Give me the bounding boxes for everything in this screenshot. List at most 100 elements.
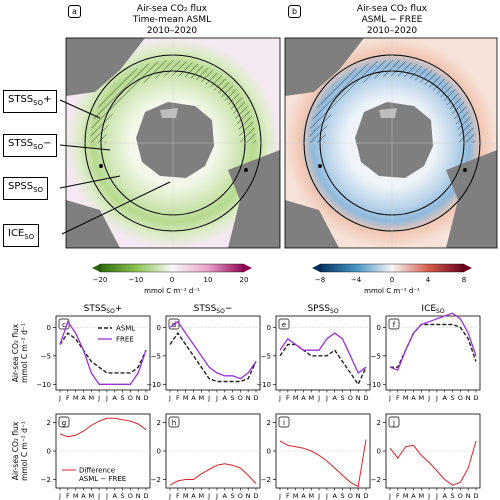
panel-title-sub: SO (216, 308, 225, 315)
panel-title: STSSSO− (194, 304, 233, 315)
map-b (285, 38, 497, 248)
row-ylabel: Air-sea CO₂ flux (11, 421, 20, 480)
y-tick-label: −2 (151, 476, 161, 484)
x-tick-label: O (348, 492, 353, 500)
x-tick-label: A (301, 492, 306, 500)
map-b-ice-shelf (379, 108, 397, 118)
x-tick-label: N (246, 492, 251, 500)
x-tick-label: A (333, 394, 338, 402)
legend-label-free: FREE (116, 336, 134, 344)
panel-frame (165, 315, 261, 391)
y-tick-label: −5 (371, 352, 381, 360)
panel-letter: j (392, 419, 395, 427)
x-tick-label: F (286, 394, 290, 402)
x-tick-label: F (396, 492, 400, 500)
region-label-stss-plus: STSSSO+ (3, 90, 57, 113)
cbar-a-tick: 20 (239, 276, 249, 284)
x-tick-label: S (230, 492, 234, 500)
panel-frame (275, 315, 371, 391)
leader-spss (59, 175, 121, 189)
x-tick-label: M (73, 394, 79, 402)
y-tick-label: −10 (366, 381, 381, 389)
x-tick-label: F (176, 394, 180, 402)
panel-title-suffix: − (225, 304, 233, 314)
x-tick-label: J (97, 394, 100, 402)
x-tick-label: J (278, 492, 281, 500)
map-a-land-australia (66, 200, 120, 248)
y-tick-label: 0 (377, 324, 381, 332)
panel-frame (275, 413, 371, 489)
x-tick-label: D (363, 394, 368, 402)
map-a-land-africa (66, 38, 145, 96)
region-label-stss-minus: STSSSO− (3, 134, 57, 157)
series-line-difference (59, 417, 147, 438)
x-tick-label: A (113, 394, 118, 402)
x-tick-label: A (333, 492, 338, 500)
x-tick-label: F (176, 492, 180, 500)
map-a (66, 38, 280, 248)
y-tick-label: −2 (41, 476, 51, 484)
map-b-title-line2: ASML − FREE (361, 15, 423, 25)
cbar-b-label: mmol C m⁻² d⁻¹ (364, 287, 420, 295)
x-tick-label: N (246, 394, 251, 402)
region-label-spss: SPSSSO (3, 177, 49, 200)
panel-letter: c (62, 321, 66, 329)
x-tick-label: M (403, 492, 409, 500)
x-tick-label: J (58, 492, 61, 500)
series-line-asml (279, 343, 367, 386)
cbar-b-tick: −4 (350, 276, 362, 284)
panel-title-sub: SO (106, 308, 115, 315)
x-tick-label: N (356, 492, 361, 500)
map-b-land-australia (285, 200, 339, 248)
panel-title: STSSSO+ (84, 304, 123, 315)
cbar-a-tick: −10 (128, 276, 144, 284)
x-tick-label: O (128, 394, 133, 402)
panel-letter: f (393, 321, 396, 329)
x-tick-label: J (215, 394, 218, 402)
map-a-hatch-2 (90, 60, 173, 143)
x-tick-label: J (435, 394, 438, 402)
y-tick-label: 2 (377, 419, 381, 427)
map-a-title-line3: 2010–2020 (146, 26, 198, 36)
panel-letter-box (388, 318, 400, 330)
series-line-free (279, 332, 367, 374)
cbar-b-tick: 4 (425, 276, 431, 284)
x-tick-label: M (88, 394, 94, 402)
x-tick-label: J (427, 492, 430, 500)
panel-title-sub: SO (330, 308, 339, 315)
cbar-b-tick: 8 (461, 276, 467, 284)
row-ylabel-units: mmol C m⁻² d⁻¹ (20, 323, 29, 383)
x-tick-label: D (143, 394, 148, 402)
y-tick-label: −10 (256, 381, 271, 389)
leader-ice (61, 181, 171, 235)
series-line-asml (169, 331, 257, 383)
y-tick-label: 0 (47, 324, 51, 332)
x-tick-label: A (301, 394, 306, 402)
x-tick-label: J (325, 492, 328, 500)
map-a-land-south-america (228, 150, 280, 248)
cbar-a-tick: −20 (92, 276, 108, 284)
y-tick-label: 0 (267, 324, 271, 332)
panel-letter-box (278, 416, 290, 428)
colorbar-a (99, 263, 245, 273)
x-tick-label: J (97, 492, 100, 500)
legend-label-diff-2: ASML − FREE (79, 475, 126, 483)
x-tick-label: F (396, 394, 400, 402)
x-tick-label: A (81, 492, 86, 500)
x-tick-label: S (450, 394, 454, 402)
cbar-a-tick: 10 (203, 276, 213, 284)
x-tick-label: J (388, 492, 391, 500)
x-tick-label: M (308, 492, 314, 500)
y-tick-label: 2 (267, 419, 271, 427)
panel-letter-box (278, 318, 290, 330)
map-b-land-south-america (446, 150, 497, 248)
x-tick-label: M (183, 394, 189, 402)
x-tick-label: S (120, 492, 124, 500)
map-a-land-antarctica (136, 102, 214, 178)
x-tick-label: J (58, 394, 61, 402)
x-tick-label: D (253, 492, 258, 500)
x-tick-label: O (238, 492, 243, 500)
map-a-title: Air-sea CO₂ flux Time-mean ASML 2010–202… (92, 4, 252, 37)
x-tick-label: A (223, 492, 228, 500)
